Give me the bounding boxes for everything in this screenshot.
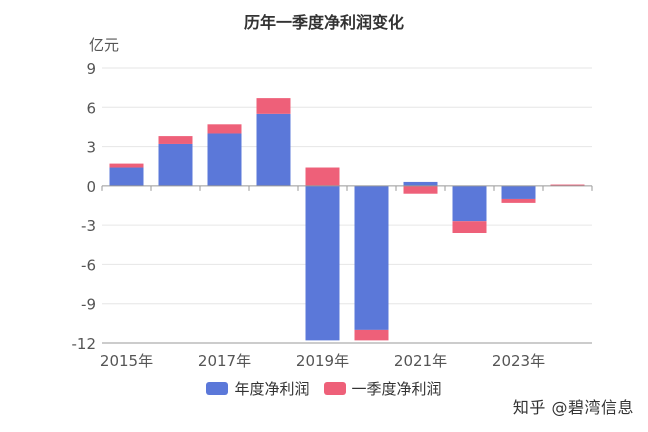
legend-item-annual[interactable]: 年度净利润 [206,378,310,399]
bar-annual-2017年[interactable] [207,133,242,186]
grid-lines [102,67,592,344]
y-tick-label: 3 [86,139,96,157]
bar-annual-2020年[interactable] [354,185,389,330]
watermark-text: 知乎 @碧湾信息 [512,398,634,417]
bar-q1-2016年[interactable] [158,136,193,144]
legend-label-q1: 一季度净利润 [351,380,442,398]
y-tick-label: -3 [81,217,96,235]
bar-annual-2018年[interactable] [256,113,291,186]
bar-q1-2017年[interactable] [207,124,242,134]
bar-annual-2022年[interactable] [452,185,487,222]
bar-q1-2021年[interactable] [403,185,438,194]
bar-q1-2018年[interactable] [256,98,291,114]
x-tick-label: 2021年 [394,352,447,370]
x-tick-label: 2015年 [100,352,153,370]
bar-q1-2022年[interactable] [452,221,487,233]
legend-label-annual: 年度净利润 [234,380,310,398]
bar-annual-2016年[interactable] [158,143,193,186]
x-tick-label: 2017年 [198,352,251,370]
x-tick-label: 2023年 [492,352,545,370]
y-tick-label: -12 [72,335,97,353]
bar-q1-2024年[interactable] [550,184,585,186]
legend-swatch-q1 [323,382,346,395]
bar-annual-2019年[interactable] [305,185,340,341]
y-axis-ticks: 9 6 3 0 -3 -6 -9 -12 [72,60,97,353]
y-tick-label: 0 [86,178,96,196]
y-tick-label: 6 [86,99,96,117]
x-axis: 2015年 2017年 2019年 2021年 2023年 [100,185,593,370]
legend-item-q1[interactable]: 一季度净利润 [323,378,442,399]
y-axis-unit: 亿元 [89,36,119,54]
bar-q1-2020年[interactable] [354,329,389,341]
y-tick-label: -9 [81,296,96,314]
bar-q1-2015年[interactable] [109,163,144,168]
bar-annual-2021年[interactable] [403,181,438,186]
y-tick-label: -6 [81,256,96,274]
chart-title: 历年一季度净利润变化 [244,13,404,32]
bar-series [109,98,585,341]
bar-q1-2023年[interactable] [501,198,536,203]
x-tick-label: 2019年 [296,352,349,370]
bar-annual-2023年[interactable] [501,185,536,199]
bar-q1-2019年[interactable] [305,167,340,186]
bar-annual-2015年[interactable] [109,167,144,186]
legend: 年度净利润 一季度净利润 [0,378,648,399]
y-tick-label: 9 [86,60,96,78]
legend-swatch-annual [206,382,229,395]
